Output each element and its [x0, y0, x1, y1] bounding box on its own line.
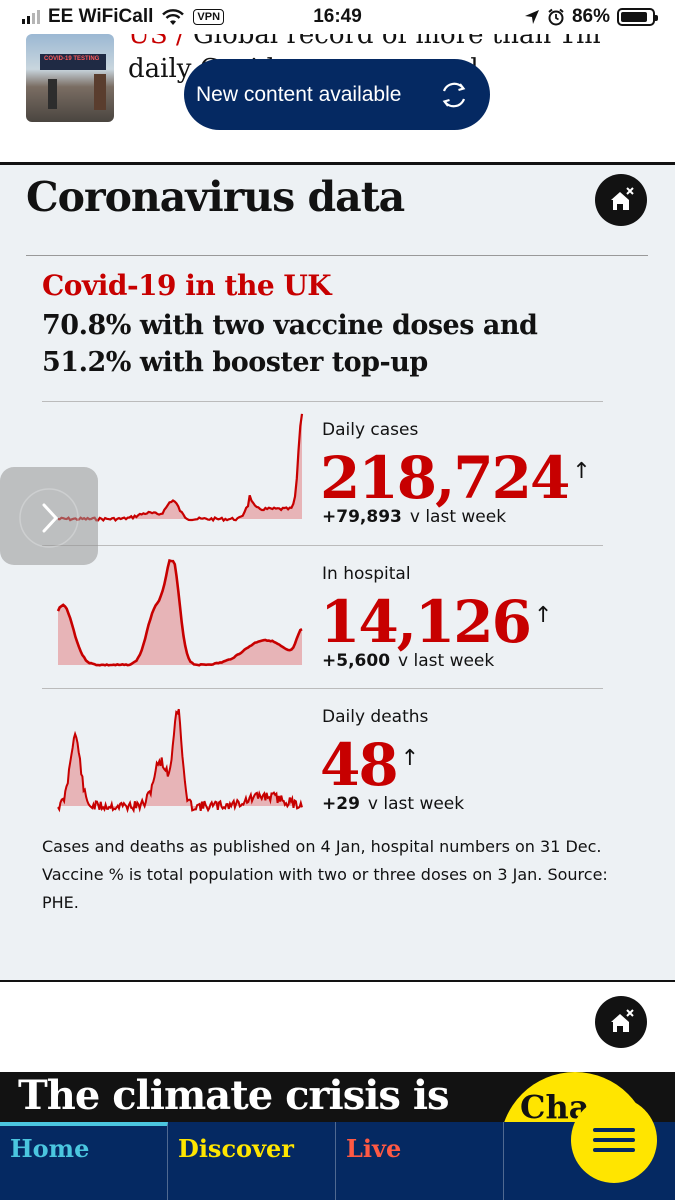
article-thumbnail: COVID-19 TESTING	[26, 34, 114, 122]
stat-value: 48 ↑	[320, 731, 420, 799]
location-arrow-icon	[524, 10, 539, 24]
card-kicker: Covid-19 in the UK	[42, 269, 332, 302]
up-arrow-icon: ↑	[400, 746, 420, 771]
divider	[42, 401, 603, 402]
menu-button[interactable]	[571, 1097, 657, 1183]
divider	[42, 688, 603, 689]
stat-value: 14,126 ↑	[320, 588, 553, 656]
alarm-icon	[548, 8, 564, 26]
side-next-button[interactable]	[0, 467, 98, 565]
stat-label: Daily deaths	[322, 707, 429, 727]
bottom-navigation: Home Discover Live	[0, 1122, 675, 1200]
home-close-button[interactable]	[595, 174, 647, 226]
status-time: 16:49	[313, 6, 362, 27]
home-close-icon	[611, 1009, 634, 1032]
daily-cases-sparkline	[57, 413, 304, 523]
home-close-button[interactable]	[595, 996, 647, 1048]
climate-banner-text: The climate crisis is	[18, 1072, 450, 1119]
refresh-icon	[442, 82, 466, 108]
battery-icon	[617, 8, 658, 26]
card-footnote: Cases and deaths as published on 4 Jan, …	[42, 837, 608, 912]
status-right: 86%	[524, 6, 658, 28]
in-hospital-sparkline	[56, 559, 303, 667]
stat-change: +29 v last week	[322, 794, 465, 814]
card-divider	[26, 255, 648, 256]
card-headline: 70.8% with two vaccine doses and 51.2% w…	[42, 310, 538, 378]
stat-value: 218,724 ↑	[320, 444, 591, 512]
stat-daily-deaths: Daily deaths 48 ↑ +29 v last week	[42, 692, 603, 832]
stat-change: +5,600 v last week	[322, 651, 495, 671]
vpn-badge: VPN	[193, 9, 225, 25]
daily-deaths-sparkline	[57, 708, 303, 814]
stat-change: +79,893 v last week	[322, 507, 507, 527]
coronavirus-data-card: Coronavirus data Covid-19 in the UK 70.8…	[0, 162, 675, 980]
card-title: Coronavirus data	[26, 173, 405, 221]
stat-label: In hospital	[322, 564, 411, 584]
stat-in-hospital: In hospital 14,126 ↑ +5,600 v last week	[42, 549, 603, 689]
tab-live[interactable]: Live	[336, 1122, 504, 1200]
content-gap	[0, 980, 675, 1072]
climate-banner[interactable]: The climate crisis is Cha	[0, 1072, 675, 1124]
home-close-icon	[611, 187, 634, 210]
new-content-label: New content available	[196, 82, 402, 106]
stat-label: Daily cases	[322, 420, 419, 440]
carrier-name: EE WiFiCall	[48, 6, 154, 27]
signal-icon	[22, 10, 40, 24]
tab-home[interactable]: Home	[0, 1122, 168, 1200]
battery-percent: 86%	[571, 6, 610, 27]
status-bar: EE WiFiCall VPN 16:49 86%	[0, 0, 675, 34]
chevron-right-icon	[19, 488, 79, 548]
new-content-button[interactable]: New content available	[184, 59, 490, 130]
divider	[42, 545, 603, 546]
up-arrow-icon: ↑	[533, 603, 553, 628]
hamburger-menu-icon	[593, 1128, 635, 1132]
status-left: EE WiFiCall VPN	[22, 6, 225, 28]
stat-daily-cases: Daily cases 218,724 ↑ +79,893 v last week	[42, 405, 603, 545]
wifi-icon	[162, 9, 185, 25]
up-arrow-icon: ↑	[572, 459, 591, 484]
tab-discover[interactable]: Discover	[168, 1122, 336, 1200]
